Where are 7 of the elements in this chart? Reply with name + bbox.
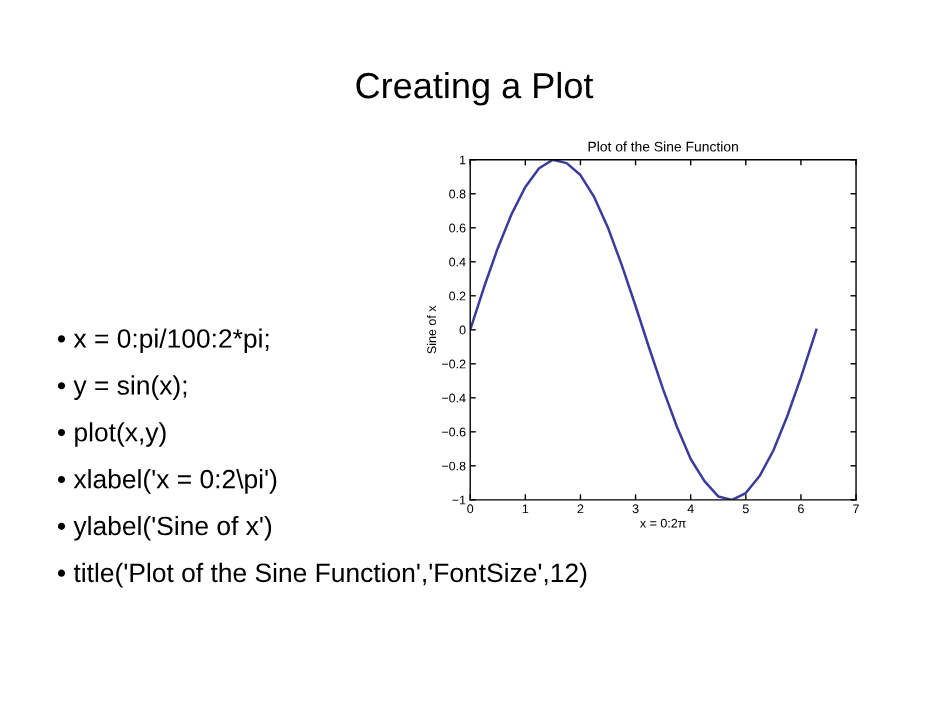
text: • x = 0:pi/100:2*pi; — [57, 328, 269, 354]
text: • title('Plot of the Sine Function','FontSize',12) — [57, 562, 587, 588]
text: • plot(x,y) — [57, 422, 166, 447]
text: Creating a Plot — [356, 71, 594, 106]
text: • ylabel('Sine of x') — [57, 515, 272, 541]
text: • xlabel('x = 0:2\pi') — [57, 469, 277, 494]
text: • y = sin(x); — [57, 375, 187, 400]
